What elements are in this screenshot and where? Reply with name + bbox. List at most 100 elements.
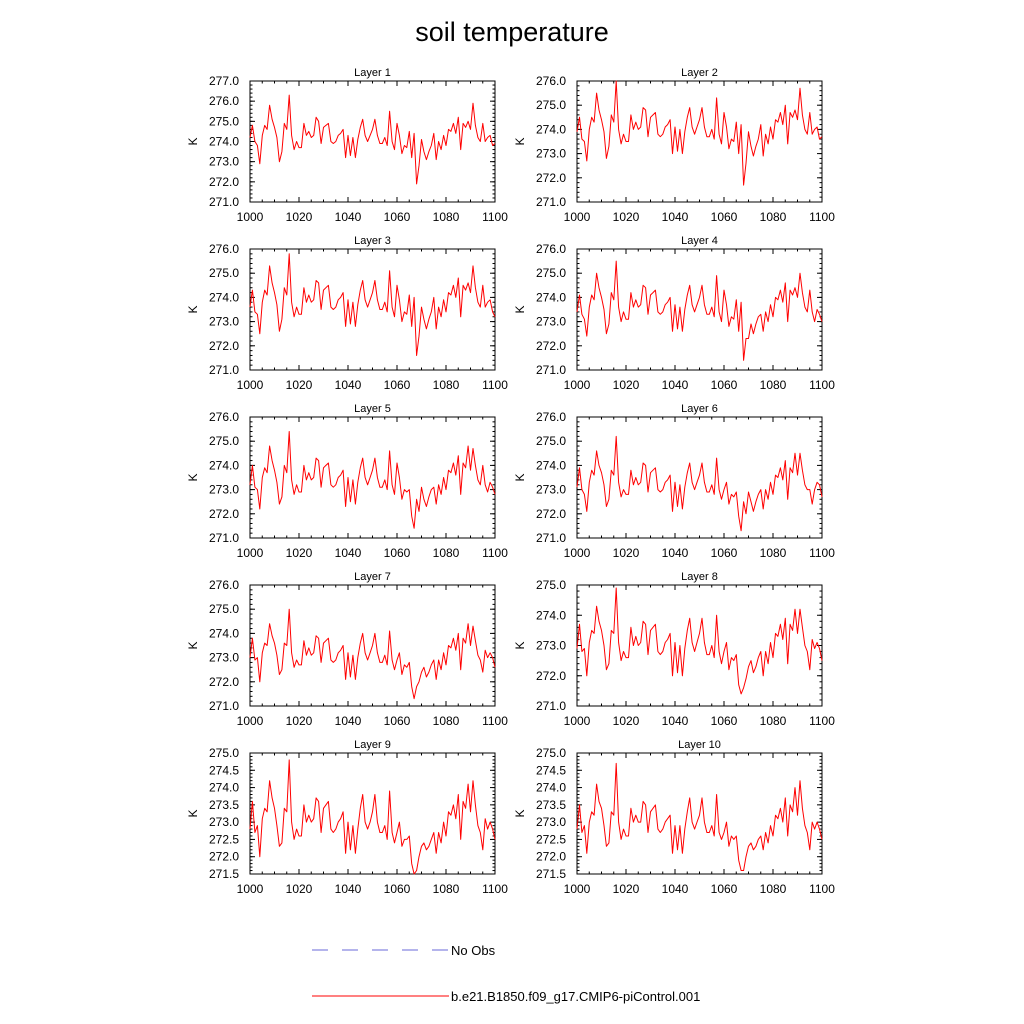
panel-title: Layer 10	[678, 739, 721, 751]
x-tick-label: 1020	[286, 378, 313, 392]
panel-8: Layer 8 1000 1020 1040 1060 1080 1100 271.0 272.…	[513, 571, 835, 728]
y-tick-label: 274.0	[536, 781, 566, 795]
y-tick-label: 273.0	[536, 815, 566, 829]
y-tick-label: 271.0	[536, 195, 566, 209]
y-tick-label: 274.0	[209, 781, 239, 795]
panel-title: Layer 4	[681, 235, 718, 247]
y-tick-label: 273.0	[209, 815, 239, 829]
x-tick-label: 1060	[711, 210, 738, 224]
x-tick-label: 1020	[613, 546, 640, 560]
x-tick-label: 1020	[613, 210, 640, 224]
x-tick-label: 1020	[286, 210, 313, 224]
x-tick-label: 1000	[564, 378, 591, 392]
y-tick-label: 272.0	[209, 175, 239, 189]
x-tick-label: 1100	[809, 714, 835, 728]
panel-title: Layer 1	[354, 67, 391, 79]
series-line-1	[249, 94, 496, 185]
panel-title: Layer 9	[354, 739, 391, 751]
x-tick-label: 1040	[662, 882, 689, 896]
y-tick-label: 276.0	[536, 242, 566, 256]
panel-5: Layer 5 1000 1020 1040 1060 1080 1100 271.0 272.…	[186, 403, 508, 560]
x-tick-label: 1100	[809, 546, 835, 560]
x-tick-label: 1100	[809, 210, 835, 224]
x-tick-label: 1080	[760, 210, 787, 224]
y-tick-label: 273.0	[209, 155, 239, 169]
x-tick-label: 1080	[760, 546, 787, 560]
x-tick-label: 1060	[711, 378, 738, 392]
y-tick-label: 275.0	[536, 266, 566, 280]
x-tick-label: 1040	[335, 882, 362, 896]
plot-frame	[249, 416, 496, 539]
x-tick-label: 1000	[564, 546, 591, 560]
y-tick-label: 274.0	[536, 290, 566, 304]
x-tick-label: 1040	[662, 210, 689, 224]
x-tick-label: 1000	[237, 714, 264, 728]
x-tick-label: 1060	[384, 378, 411, 392]
y-tick-label: 272.0	[209, 507, 239, 521]
x-tick-label: 1100	[482, 378, 508, 392]
y-tick-label: 273.5	[209, 798, 239, 812]
series-line-1	[576, 435, 823, 532]
y-tick-label: 276.0	[209, 242, 239, 256]
x-tick-label: 1100	[482, 882, 508, 896]
panel-7: Layer 7 1000 1020 1040 1060 1080 1100 271.0 272.…	[186, 571, 508, 728]
x-tick-label: 1040	[662, 546, 689, 560]
y-tick-label: 277.0	[209, 74, 239, 88]
y-tick-label: 272.0	[536, 339, 566, 353]
series-line-1	[249, 608, 496, 700]
legend-obs-label: No Obs	[451, 943, 496, 958]
y-tick-label: 274.5	[209, 763, 239, 777]
panel-1: Layer 1 1000 1020 1040 1060 1080 1100 271.0 272.…	[186, 67, 508, 224]
y-tick-label: 274.0	[209, 290, 239, 304]
x-tick-label: 1020	[286, 546, 313, 560]
y-tick-label: 274.0	[536, 122, 566, 136]
x-tick-label: 1080	[433, 714, 460, 728]
x-tick-label: 1000	[237, 210, 264, 224]
y-tick-label: 275.0	[209, 434, 239, 448]
y-tick-label: 272.0	[536, 507, 566, 521]
y-axis-label: K	[186, 473, 200, 481]
y-tick-label: 271.0	[209, 699, 239, 713]
x-tick-label: 1060	[384, 210, 411, 224]
legend: No Obs b.e21.B1850.f09_g17.CMIP6-piContr…	[312, 943, 700, 1004]
y-tick-label: 271.0	[536, 531, 566, 545]
panel-9: Layer 9 1000 1020 1040 1060 1080 1100 271.5 272.…	[186, 739, 508, 896]
panel-title: Layer 5	[354, 403, 391, 415]
x-tick-label: 1080	[433, 882, 460, 896]
y-tick-label: 275.0	[536, 578, 566, 592]
y-tick-label: 272.0	[536, 850, 566, 864]
y-tick-label: 275.0	[209, 114, 239, 128]
y-axis-label: K	[513, 809, 527, 817]
y-tick-label: 273.0	[209, 483, 239, 497]
x-tick-label: 1040	[662, 714, 689, 728]
y-axis-label: K	[186, 809, 200, 817]
x-tick-label: 1080	[433, 378, 460, 392]
plot-frame	[576, 416, 823, 539]
y-tick-label: 273.0	[209, 315, 239, 329]
y-tick-label: 276.0	[209, 94, 239, 108]
y-tick-label: 274.5	[536, 763, 566, 777]
x-tick-label: 1060	[384, 714, 411, 728]
y-tick-label: 275.0	[209, 266, 239, 280]
x-tick-label: 1060	[711, 546, 738, 560]
x-tick-label: 1080	[760, 882, 787, 896]
x-tick-label: 1040	[335, 546, 362, 560]
y-tick-label: 275.0	[209, 746, 239, 760]
y-tick-label: 272.0	[536, 669, 566, 683]
y-tick-label: 274.0	[536, 608, 566, 622]
y-axis-label: K	[186, 137, 200, 145]
panel-10: Layer 10 1000 1020 1040 1060 1080 1100 271.5 272…	[513, 739, 835, 896]
panel-title: Layer 2	[681, 67, 718, 79]
y-tick-label: 274.0	[209, 626, 239, 640]
y-tick-label: 271.0	[209, 363, 239, 377]
x-tick-label: 1060	[384, 546, 411, 560]
x-tick-label: 1060	[711, 882, 738, 896]
plot-frame	[249, 80, 496, 203]
x-tick-label: 1000	[237, 882, 264, 896]
y-axis-label: K	[186, 641, 200, 649]
y-tick-label: 271.5	[536, 867, 566, 881]
y-tick-label: 272.5	[536, 832, 566, 846]
y-tick-label: 273.0	[536, 147, 566, 161]
x-tick-label: 1060	[711, 714, 738, 728]
